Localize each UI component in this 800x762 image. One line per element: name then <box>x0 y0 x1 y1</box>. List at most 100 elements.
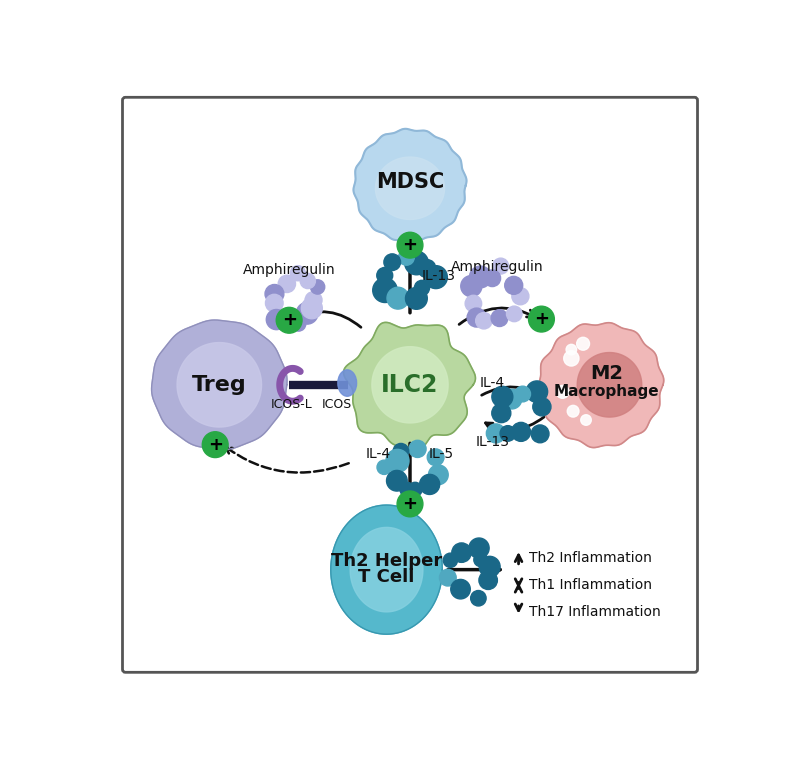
Text: Amphiregulin: Amphiregulin <box>242 264 335 277</box>
Circle shape <box>398 249 414 265</box>
Text: +: + <box>282 311 297 329</box>
Circle shape <box>406 287 427 309</box>
Circle shape <box>474 553 487 567</box>
Circle shape <box>305 292 322 309</box>
Text: ICOS-L: ICOS-L <box>270 398 312 411</box>
Polygon shape <box>343 322 475 450</box>
Circle shape <box>265 284 284 303</box>
Circle shape <box>386 470 407 491</box>
Circle shape <box>296 303 318 324</box>
Circle shape <box>479 556 500 578</box>
Text: IL-4: IL-4 <box>366 447 391 461</box>
Text: Amphiregulin: Amphiregulin <box>451 261 544 274</box>
Circle shape <box>566 344 577 355</box>
Circle shape <box>400 482 414 497</box>
Circle shape <box>427 449 444 466</box>
Text: IL-4: IL-4 <box>479 376 505 389</box>
Text: IL-13: IL-13 <box>475 434 509 449</box>
Circle shape <box>577 338 590 351</box>
Circle shape <box>202 432 228 457</box>
Text: Th2 Inflammation: Th2 Inflammation <box>529 551 652 565</box>
Text: Treg: Treg <box>192 375 246 395</box>
Circle shape <box>291 316 306 331</box>
Circle shape <box>531 425 549 443</box>
Circle shape <box>564 351 579 366</box>
Circle shape <box>492 404 511 423</box>
Circle shape <box>502 389 522 409</box>
Circle shape <box>278 275 295 293</box>
Circle shape <box>302 298 322 319</box>
Text: MDSC: MDSC <box>376 172 444 192</box>
Circle shape <box>452 543 471 562</box>
Text: +: + <box>402 495 418 513</box>
Circle shape <box>512 288 529 305</box>
Polygon shape <box>350 527 423 612</box>
Text: Th1 Inflammation: Th1 Inflammation <box>529 578 652 593</box>
Circle shape <box>505 277 522 294</box>
Circle shape <box>515 386 530 402</box>
Text: +: + <box>534 310 549 328</box>
Circle shape <box>500 426 516 441</box>
Circle shape <box>384 254 401 271</box>
Text: ICOS: ICOS <box>322 398 352 411</box>
Polygon shape <box>375 157 445 219</box>
Circle shape <box>397 232 423 258</box>
Circle shape <box>484 270 501 287</box>
Circle shape <box>405 251 428 275</box>
Text: Th17 Inflammation: Th17 Inflammation <box>529 605 661 619</box>
Ellipse shape <box>338 370 357 396</box>
Circle shape <box>386 450 409 472</box>
Circle shape <box>479 571 498 590</box>
Circle shape <box>408 482 422 496</box>
Polygon shape <box>330 505 442 634</box>
Circle shape <box>469 538 489 559</box>
Circle shape <box>397 491 423 517</box>
Circle shape <box>470 591 486 606</box>
Circle shape <box>470 266 491 288</box>
Circle shape <box>419 475 440 495</box>
Circle shape <box>300 274 315 289</box>
Circle shape <box>424 266 447 289</box>
Circle shape <box>556 386 569 399</box>
Polygon shape <box>151 320 287 450</box>
Text: +: + <box>208 436 222 453</box>
Circle shape <box>492 386 513 407</box>
Circle shape <box>276 307 302 333</box>
Circle shape <box>529 306 554 332</box>
Circle shape <box>476 312 492 329</box>
Text: IL-5: IL-5 <box>429 447 454 461</box>
Circle shape <box>486 424 506 443</box>
Circle shape <box>387 287 409 309</box>
Circle shape <box>491 309 508 326</box>
Circle shape <box>533 398 551 416</box>
Polygon shape <box>538 323 664 447</box>
Circle shape <box>373 278 398 303</box>
Circle shape <box>443 553 458 568</box>
Circle shape <box>465 295 482 312</box>
Circle shape <box>567 405 579 417</box>
Circle shape <box>290 266 306 281</box>
Circle shape <box>461 276 482 296</box>
Circle shape <box>506 306 522 322</box>
Circle shape <box>409 440 426 457</box>
Text: IL-13: IL-13 <box>422 269 456 283</box>
Circle shape <box>439 569 456 586</box>
Circle shape <box>377 460 391 475</box>
Circle shape <box>450 579 470 599</box>
Circle shape <box>266 294 283 312</box>
Circle shape <box>581 415 591 425</box>
Circle shape <box>393 443 409 459</box>
Circle shape <box>493 258 509 274</box>
Text: Th2 Helper: Th2 Helper <box>331 552 442 570</box>
Polygon shape <box>372 347 448 423</box>
Text: +: + <box>402 236 418 255</box>
Circle shape <box>377 267 393 283</box>
Text: ILC2: ILC2 <box>382 373 438 397</box>
Text: M2: M2 <box>590 363 623 383</box>
Circle shape <box>266 309 286 330</box>
Polygon shape <box>354 129 466 242</box>
Circle shape <box>414 280 430 296</box>
Circle shape <box>526 381 548 402</box>
Circle shape <box>418 260 436 277</box>
Circle shape <box>310 280 325 294</box>
